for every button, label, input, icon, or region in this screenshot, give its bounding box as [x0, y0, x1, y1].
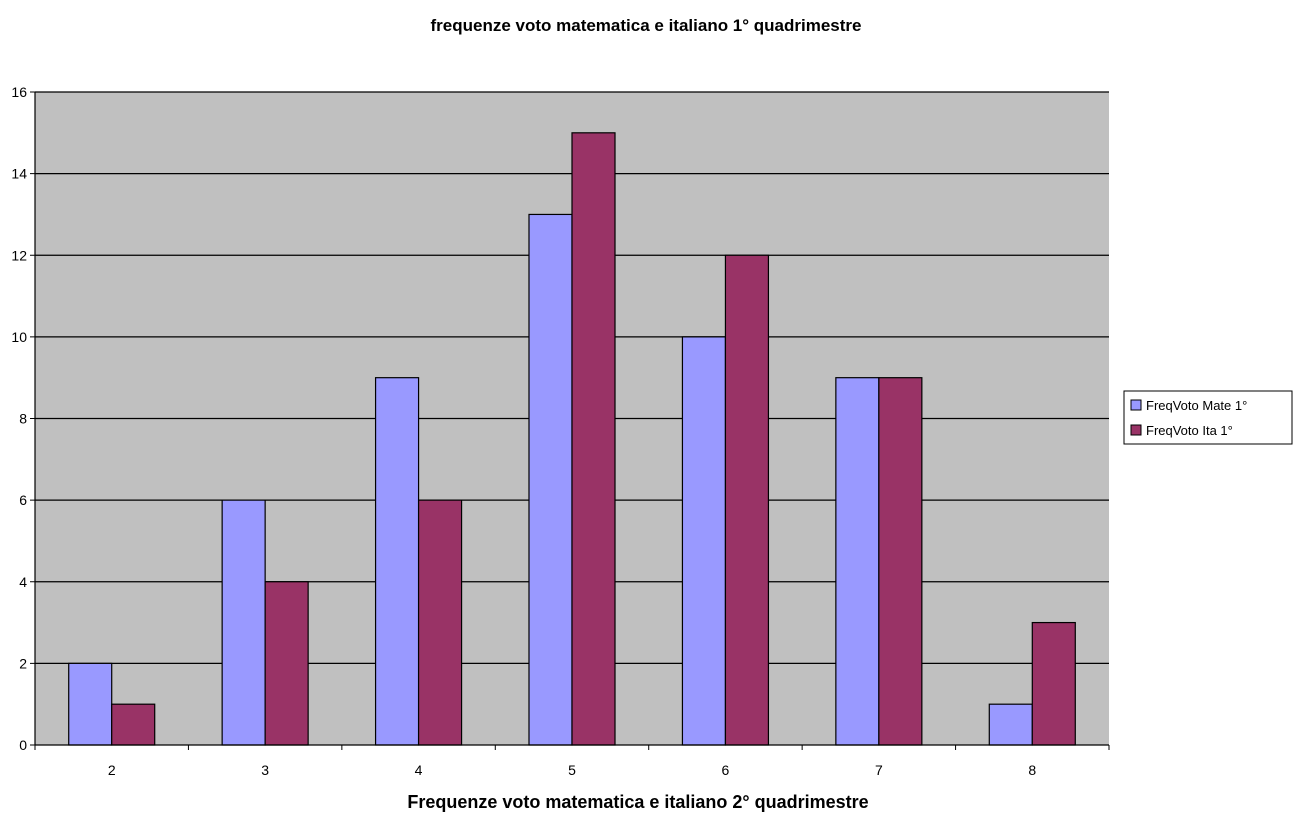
bar	[68, 662, 113, 746]
y-tick-label: 10	[11, 329, 27, 345]
x-tick-label: 3	[261, 762, 269, 778]
bar	[417, 499, 463, 746]
bar	[681, 336, 727, 746]
bars	[68, 132, 1076, 746]
bar	[724, 254, 770, 746]
legend: FreqVoto Mate 1° FreqVoto Ita 1°	[1123, 390, 1293, 445]
y-tick-label: 6	[19, 492, 27, 508]
bar	[111, 703, 156, 746]
legend-label: FreqVoto Ita 1°	[1146, 423, 1233, 438]
x-tick-label: 2	[108, 762, 116, 778]
x-tick-label: 5	[568, 762, 576, 778]
bar	[571, 132, 616, 746]
y-tick-label: 8	[19, 411, 27, 427]
x-tick-label: 7	[875, 762, 883, 778]
legend-label: FreqVoto Mate 1°	[1146, 398, 1247, 413]
x-tick-label: 6	[722, 762, 730, 778]
y-tick-labels: 0 2 4 6 8 10 12 14 16	[11, 84, 27, 753]
bar	[835, 377, 880, 746]
bar	[221, 499, 266, 746]
y-tick-label: 14	[11, 166, 27, 182]
bar	[878, 377, 923, 746]
bar	[528, 213, 573, 746]
y-tick-label: 12	[11, 247, 27, 263]
y-tick-label: 0	[19, 737, 27, 753]
legend-swatch	[1130, 424, 1142, 436]
x-tick-labels: 2 3 4 5 6 7 8	[108, 762, 1037, 778]
bar	[264, 581, 309, 746]
bar	[1031, 621, 1076, 746]
x-tick-label: 4	[415, 762, 423, 778]
chart-title: frequenze voto matematica e italiano 1° …	[431, 16, 862, 35]
bar	[374, 377, 420, 746]
legend-box	[1123, 390, 1293, 445]
y-tick-label: 4	[19, 574, 27, 590]
legend-swatch	[1130, 399, 1142, 411]
axes	[30, 91, 1110, 750]
y-tick-label: 2	[19, 655, 27, 671]
x-tick-label: 8	[1028, 762, 1036, 778]
x-axis-label: Frequenze voto matematica e italiano 2° …	[407, 792, 868, 812]
bar	[988, 703, 1033, 746]
y-tick-label: 16	[11, 84, 27, 100]
